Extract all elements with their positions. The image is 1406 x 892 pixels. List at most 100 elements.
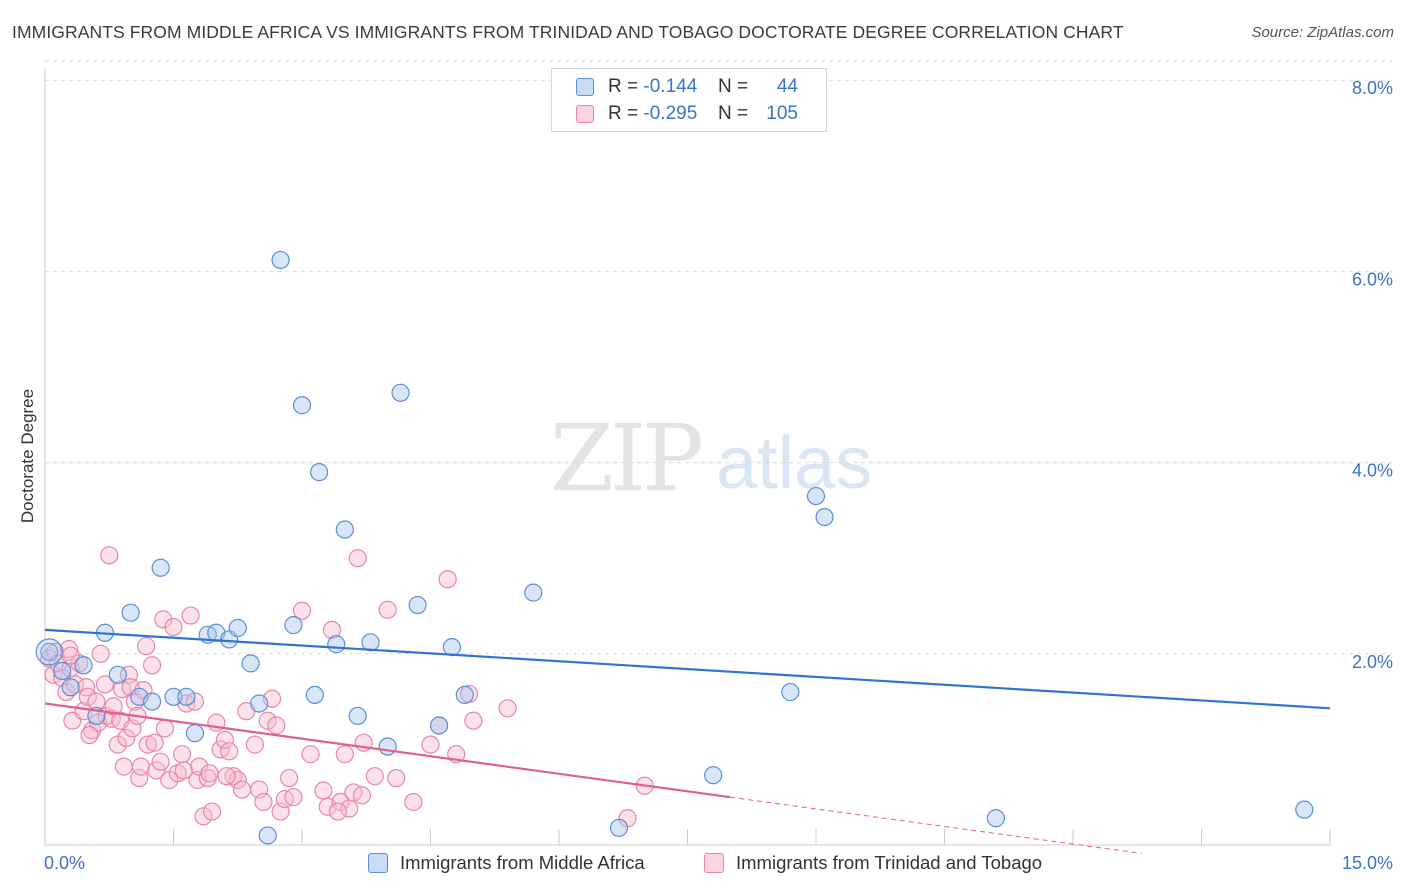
data-point <box>806 486 826 506</box>
x-tick-label: 0.0% <box>44 853 85 873</box>
data-point <box>121 603 140 622</box>
data-point <box>387 768 406 788</box>
data-point <box>609 818 629 837</box>
legend-row-trinidad-tobago: R = -0.295 N = 105 <box>576 102 798 126</box>
data-point <box>408 595 427 615</box>
data-point <box>258 826 277 845</box>
data-point <box>365 767 384 786</box>
n-value: 105 <box>766 103 798 124</box>
data-point <box>378 600 397 619</box>
data-point <box>61 678 80 697</box>
legend-row-middle-africa: R = -0.144 N = 44 <box>576 75 798 99</box>
data-point <box>455 685 474 705</box>
data-point <box>185 724 205 743</box>
data-point <box>181 606 200 625</box>
data-point <box>292 396 312 415</box>
data-point <box>378 737 397 756</box>
data-point <box>284 616 303 635</box>
data-point <box>232 780 252 799</box>
data-point <box>174 761 193 780</box>
data-point <box>271 250 290 270</box>
data-point <box>130 768 149 788</box>
data-point <box>1295 800 1314 819</box>
data-point <box>142 656 162 675</box>
data-point <box>117 728 136 748</box>
data-point <box>220 742 239 761</box>
data-point <box>314 781 333 800</box>
legend-item-middle-africa: Immigrants from Middle Africa <box>368 852 645 874</box>
y-axis-label-wrap <box>16 535 36 695</box>
data-point <box>78 687 97 706</box>
data-point <box>164 687 183 706</box>
data-point <box>151 752 170 771</box>
data-point <box>280 768 299 788</box>
pink-swatch-icon <box>576 105 594 123</box>
data-point <box>200 764 219 783</box>
r-label: R = <box>608 76 639 97</box>
data-point <box>151 558 170 577</box>
data-point <box>815 507 834 527</box>
trend-line-extension <box>730 796 1142 854</box>
data-point <box>254 792 273 812</box>
data-point <box>322 620 342 640</box>
data-point <box>335 520 354 539</box>
watermark-zip: ZIP <box>550 405 701 512</box>
data-point <box>361 633 380 652</box>
data-point <box>498 699 517 718</box>
data-point <box>704 766 723 785</box>
trend-line-trinidad-tobago <box>44 702 731 799</box>
data-point <box>46 642 65 661</box>
data-point <box>136 637 156 656</box>
data-point <box>404 792 423 812</box>
data-point <box>59 639 79 659</box>
data-point <box>305 685 324 705</box>
data-point <box>154 610 173 629</box>
r-label: R = <box>608 103 639 124</box>
data-point <box>352 786 372 805</box>
data-point <box>80 725 99 745</box>
data-point <box>301 745 320 764</box>
data-point <box>781 682 800 702</box>
data-point <box>228 618 247 638</box>
data-point <box>155 719 175 738</box>
data-point <box>348 549 367 568</box>
series-trinidad-tobago <box>40 546 654 828</box>
data-point <box>348 706 367 726</box>
data-point <box>53 661 72 681</box>
y-tick-label: 4.0% <box>1352 461 1393 481</box>
data-point <box>524 583 543 602</box>
y-axis-label: Doctorate Degree <box>18 389 37 523</box>
data-point <box>391 383 410 402</box>
data-point <box>114 757 133 776</box>
data-point <box>164 617 183 637</box>
data-point <box>421 735 440 754</box>
data-point <box>250 694 269 713</box>
y-tick-label: 8.0% <box>1352 78 1393 98</box>
data-point <box>147 761 166 780</box>
data-point <box>292 601 312 620</box>
data-point <box>241 654 260 673</box>
trend-line-middle-africa <box>44 628 1331 710</box>
blue-swatch-icon <box>368 853 388 873</box>
data-point <box>267 716 286 735</box>
data-point <box>142 692 162 711</box>
data-point <box>429 716 449 735</box>
data-point <box>217 767 236 786</box>
data-point <box>442 638 462 657</box>
data-point <box>91 644 110 663</box>
y-tick-label: 2.0% <box>1352 652 1393 672</box>
y-tick-label: 6.0% <box>1352 269 1393 289</box>
data-point <box>35 638 63 666</box>
data-point <box>284 788 303 807</box>
data-point <box>74 656 93 675</box>
data-point <box>438 570 457 589</box>
legend-label: Immigrants from Trinidad and Tobago <box>736 852 1043 873</box>
n-label: N = <box>718 103 749 124</box>
data-point <box>194 807 213 826</box>
data-point <box>245 735 264 754</box>
data-point <box>145 733 164 752</box>
correlation-legend: R = -0.144 N = 44 R = -0.295 N = 105 <box>551 68 827 132</box>
data-point <box>177 687 196 706</box>
data-point <box>172 745 192 764</box>
